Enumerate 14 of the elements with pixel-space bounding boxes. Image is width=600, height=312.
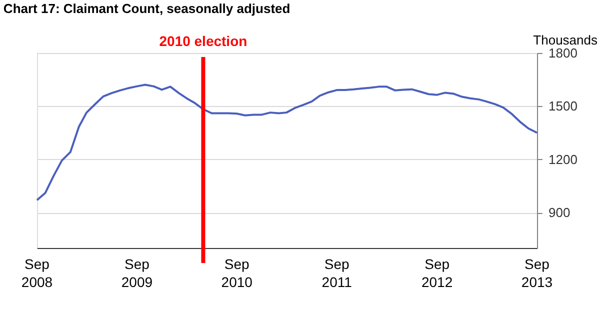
- x-tick-label: Sep 2011: [322, 256, 352, 290]
- line-series: [36, 84, 538, 202]
- x-tick-label: Sep 2012: [421, 256, 453, 290]
- y-tick-label: 1200: [548, 152, 578, 167]
- x-tick-label: Sep 2009: [121, 256, 153, 290]
- y-tick-label: 900: [548, 205, 570, 220]
- chart-title: Chart 17: Claimant Count, seasonally adjusted: [3, 1, 290, 16]
- x-tick-label: Sep 2010: [221, 256, 253, 290]
- ref-line-label: 2010 election: [159, 33, 248, 49]
- x-tick-label: Sep 2008: [21, 256, 53, 290]
- y-tick-label: 1500: [548, 98, 578, 114]
- y-tick-label: 1800: [548, 46, 578, 60]
- y-axis-title: Thousands: [533, 32, 598, 48]
- x-tick-label: Sep 2013: [521, 256, 553, 290]
